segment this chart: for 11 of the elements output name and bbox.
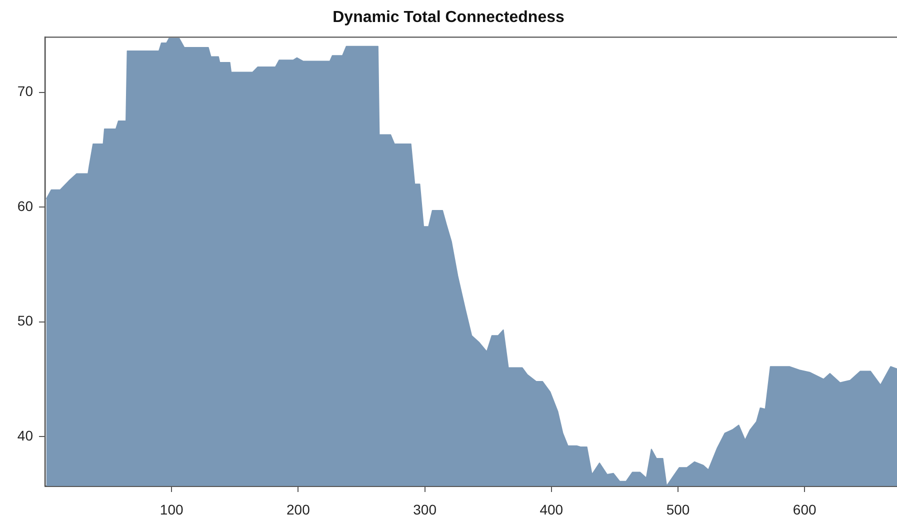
x-tick-label: 500 [666,501,690,518]
y-tick-label: 60 [17,198,34,214]
x-tick-label: 100 [160,501,184,518]
y-tick-label: 70 [17,83,34,100]
x-tick-label: 300 [413,501,437,518]
y-tick-label: 50 [17,312,34,329]
x-tick-label: 400 [540,501,564,518]
x-tick-label: 600 [792,501,816,518]
x-tick-label: 200 [286,501,310,518]
y-tick-label: 40 [17,428,34,444]
chart-title: Dynamic Total Connectedness [332,9,564,26]
